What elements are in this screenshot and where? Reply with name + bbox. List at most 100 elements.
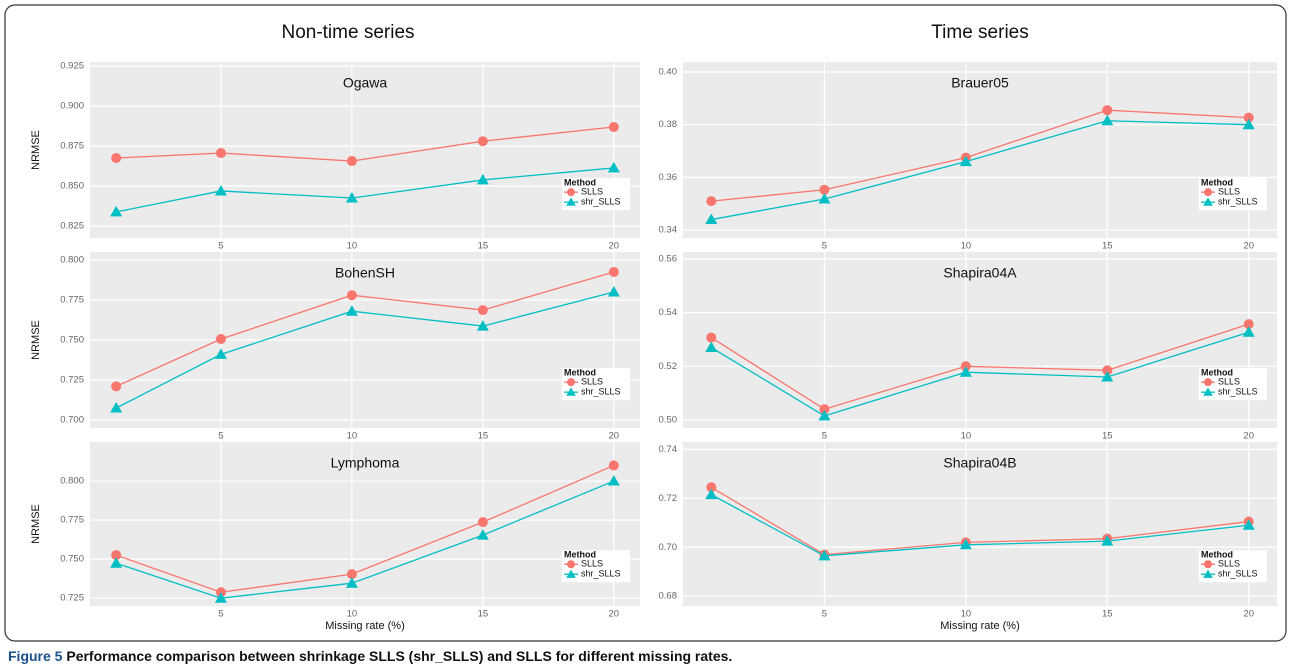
data-point — [607, 161, 620, 173]
data-point — [476, 173, 489, 185]
data-point — [1242, 326, 1255, 337]
legend-key-marker — [567, 188, 575, 197]
y-tick-label: 0.925 — [60, 61, 84, 72]
x-tick-label: 10 — [961, 241, 972, 252]
y-tick-label: 0.750 — [60, 335, 84, 346]
data-point — [1243, 112, 1254, 123]
data-point — [110, 557, 123, 568]
plot-background — [683, 62, 1277, 238]
legend-title: Method — [1201, 368, 1233, 378]
data-point — [818, 193, 831, 204]
y-tick-label: 0.850 — [60, 181, 84, 192]
legend-key-marker — [566, 387, 576, 396]
caption: Figure 5 Performance comparison between … — [8, 648, 732, 664]
data-point — [959, 538, 972, 550]
legend-label: shr_SLLS — [581, 569, 621, 579]
legend-label: SLLS — [581, 377, 603, 387]
y-tick-label: 0.52 — [659, 361, 678, 372]
y-tick-label: 0.750 — [60, 554, 84, 565]
data-point — [476, 320, 489, 331]
x-tick-label: 10 — [347, 431, 358, 442]
data-point — [1243, 319, 1254, 330]
legend-key-marker — [1203, 197, 1213, 206]
column-heading: Time series — [931, 22, 1028, 43]
plot-background — [683, 252, 1277, 428]
column-heading: Non-time series — [281, 22, 414, 43]
data-point — [110, 205, 123, 217]
data-point — [111, 381, 122, 392]
x-tick-label: 20 — [609, 241, 620, 252]
y-tick-label: 0.74 — [659, 444, 678, 455]
x-axis-label: Missing rate (%) — [940, 620, 1019, 632]
x-tick-label: 5 — [822, 431, 827, 442]
legend-label: shr_SLLS — [1218, 569, 1258, 579]
x-tick-label: 15 — [478, 609, 489, 620]
data-point — [346, 156, 357, 167]
x-tick-label: 20 — [1243, 431, 1254, 442]
panel-title: Ogawa — [343, 75, 388, 91]
y-tick-label: 0.825 — [60, 221, 84, 232]
panel-title: BohenSH — [335, 265, 395, 281]
y-tick-label: 0.50 — [659, 414, 678, 425]
y-tick-label: 0.56 — [659, 253, 678, 264]
legend-title: Method — [1201, 178, 1233, 188]
data-point — [819, 404, 830, 415]
data-point — [608, 121, 619, 132]
y-tick-label: 0.68 — [659, 591, 678, 602]
data-point — [1101, 114, 1114, 126]
data-point — [608, 460, 619, 471]
legend-key-marker — [1204, 560, 1212, 569]
data-point — [819, 184, 830, 195]
legend-key-marker — [1203, 569, 1213, 578]
y-tick-label: 0.775 — [60, 515, 84, 526]
y-tick-label: 0.725 — [60, 593, 84, 604]
legend-label: SLLS — [1218, 559, 1240, 569]
caption-text: Performance comparison between shrinkage… — [66, 648, 732, 664]
data-point — [959, 366, 972, 377]
x-tick-label: 15 — [1102, 609, 1113, 620]
x-tick-label: 15 — [478, 431, 489, 442]
x-tick-label: 15 — [1102, 241, 1113, 252]
x-axis-label: Missing rate (%) — [325, 620, 404, 632]
y-tick-label: 0.900 — [60, 101, 84, 112]
y-tick-label: 0.775 — [60, 295, 84, 306]
y-tick-label: 0.38 — [659, 119, 678, 130]
data-point — [705, 341, 718, 353]
data-point — [706, 482, 717, 493]
data-point — [214, 592, 227, 603]
caption-label: Figure 5 — [8, 648, 63, 664]
x-tick-label: 5 — [218, 241, 223, 252]
data-point — [476, 529, 489, 540]
data-point — [477, 136, 488, 147]
legend-label: shr_SLLS — [1218, 197, 1258, 207]
y-tick-label: 0.40 — [659, 67, 678, 78]
data-point — [705, 488, 718, 500]
data-point — [111, 153, 122, 163]
x-tick-label: 5 — [822, 609, 827, 620]
data-point — [345, 577, 358, 588]
x-tick-label: 20 — [1243, 609, 1254, 620]
legend-key-marker — [566, 569, 576, 578]
x-tick-label: 15 — [1102, 431, 1113, 442]
x-tick-label: 10 — [347, 609, 358, 620]
data-point — [607, 286, 620, 297]
data-point — [111, 550, 122, 561]
x-tick-label: 10 — [347, 241, 358, 252]
data-point — [477, 305, 488, 316]
x-tick-label: 10 — [961, 431, 972, 442]
x-tick-label: 5 — [218, 431, 223, 442]
data-point — [818, 549, 831, 561]
data-point — [345, 305, 358, 316]
data-point — [346, 290, 357, 301]
data-point — [214, 184, 227, 196]
y-axis-label: NRMSE — [30, 504, 42, 544]
y-tick-label: 0.875 — [60, 141, 84, 152]
x-tick-label: 20 — [1243, 241, 1254, 252]
plot-background — [90, 62, 640, 238]
y-tick-label: 0.54 — [659, 307, 678, 318]
panel-title: Shapira04B — [943, 455, 1016, 471]
legend-key-marker — [1203, 387, 1213, 396]
panel-title: Shapira04A — [943, 265, 1017, 281]
data-point — [346, 569, 357, 580]
